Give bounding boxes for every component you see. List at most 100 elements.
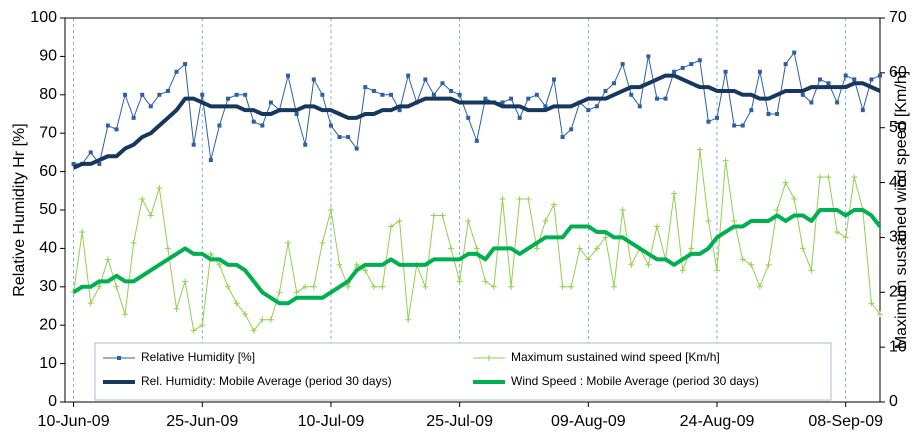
point <box>234 92 239 97</box>
point <box>809 100 814 105</box>
point <box>396 217 403 224</box>
point <box>808 267 815 274</box>
point <box>576 245 583 252</box>
series-line <box>72 208 882 306</box>
point <box>439 212 446 219</box>
point <box>542 217 549 224</box>
y2-tick-label: 70 <box>889 9 907 26</box>
point <box>242 311 249 318</box>
series-line <box>73 149 881 332</box>
point <box>130 239 137 246</box>
point <box>834 228 841 235</box>
point <box>320 92 325 97</box>
point <box>825 174 832 181</box>
point <box>430 212 437 219</box>
y2-tick-label: 40 <box>889 174 907 191</box>
y-tick-label: 90 <box>39 48 57 65</box>
point <box>706 119 711 124</box>
point <box>423 77 428 82</box>
point <box>714 267 720 274</box>
point <box>286 73 291 78</box>
point <box>782 179 789 186</box>
point <box>474 138 479 143</box>
point <box>233 300 240 307</box>
point <box>868 300 875 307</box>
point <box>336 261 343 268</box>
x-tick-label: 09-Aug-09 <box>551 413 626 430</box>
point <box>509 96 514 101</box>
point <box>268 100 273 105</box>
y-tick-label: 20 <box>39 316 57 333</box>
point <box>620 62 625 67</box>
point <box>774 207 781 213</box>
point <box>878 73 882 78</box>
point <box>585 256 592 263</box>
x-tick-label: 08-Sep-09 <box>808 413 883 430</box>
point <box>629 92 634 97</box>
point <box>697 58 702 63</box>
legend-marker <box>117 356 121 360</box>
point <box>182 278 189 285</box>
point <box>466 115 471 120</box>
point <box>628 261 635 268</box>
point <box>800 92 805 97</box>
series-line <box>72 73 881 170</box>
point <box>679 267 686 274</box>
point <box>285 239 292 246</box>
point <box>490 283 497 290</box>
x-tick-label: 25-Jun-09 <box>166 413 238 430</box>
point <box>526 96 531 101</box>
legend-label: Wind Speed : Mobile Average (period 30 d… <box>511 374 759 388</box>
point <box>123 92 128 97</box>
point <box>346 135 351 140</box>
point <box>473 245 480 252</box>
legend-box <box>94 342 832 401</box>
point <box>327 207 334 213</box>
point <box>139 196 146 203</box>
point <box>174 69 179 74</box>
point <box>612 81 617 86</box>
y-tick-label: 10 <box>39 355 57 372</box>
point <box>353 261 360 268</box>
point <box>406 73 411 78</box>
point <box>113 283 120 290</box>
y2-tick-label: 60 <box>889 64 907 81</box>
x-tick-label: 25-Jul-09 <box>426 413 493 430</box>
x-tick-label: 10-Jun-09 <box>38 413 110 430</box>
point <box>766 112 771 116</box>
point <box>71 161 76 166</box>
point <box>483 96 488 101</box>
point <box>148 104 153 109</box>
point <box>826 81 831 86</box>
point <box>645 261 652 268</box>
y2-tick-label: 50 <box>889 119 907 136</box>
point <box>791 196 798 203</box>
point <box>653 223 660 230</box>
point <box>593 245 600 252</box>
point <box>191 142 196 147</box>
point <box>260 123 265 128</box>
point <box>783 62 788 67</box>
point <box>88 150 93 155</box>
point <box>199 322 206 329</box>
y2-tick-label: 20 <box>889 284 907 301</box>
point <box>156 185 163 192</box>
point <box>508 283 515 290</box>
point <box>569 127 574 132</box>
y2-tick-label: 0 <box>889 393 898 410</box>
legend-marker <box>486 355 492 361</box>
point <box>594 104 599 109</box>
point <box>362 267 369 274</box>
point <box>380 92 385 97</box>
point <box>397 108 402 113</box>
point <box>816 174 823 181</box>
point <box>173 305 180 312</box>
point <box>207 250 214 257</box>
point <box>560 135 565 140</box>
point <box>533 245 540 252</box>
point <box>225 283 231 290</box>
point <box>310 283 317 290</box>
point <box>500 100 505 105</box>
point <box>302 283 309 290</box>
